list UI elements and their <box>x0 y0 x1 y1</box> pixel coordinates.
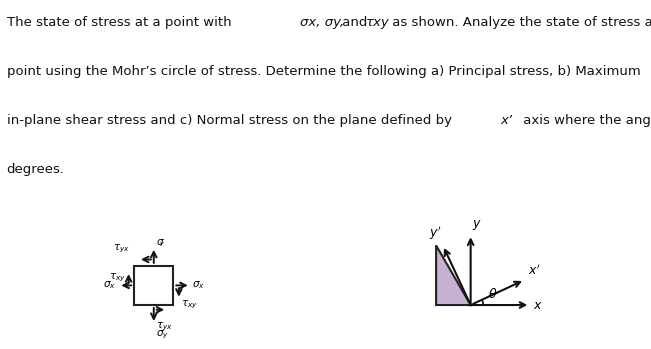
Text: $\theta$: $\theta$ <box>488 287 497 301</box>
Text: as shown. Analyze the state of stress at the: as shown. Analyze the state of stress at… <box>388 16 651 29</box>
Text: $\tau_{yx}$: $\tau_{yx}$ <box>156 321 173 333</box>
Text: $\sigma_x$: $\sigma_x$ <box>103 279 116 290</box>
Text: $x$: $x$ <box>533 298 544 312</box>
Text: $_y$: $_y$ <box>159 240 165 249</box>
Text: degrees.: degrees. <box>7 163 64 176</box>
Text: $\sigma_x$: $\sigma_x$ <box>192 279 205 290</box>
Text: $\sigma$: $\sigma$ <box>156 237 165 247</box>
Text: $y'$: $y'$ <box>428 224 441 242</box>
Text: and: and <box>339 16 372 29</box>
Bar <box>134 266 173 305</box>
Text: $y$: $y$ <box>472 218 482 232</box>
Text: point using the Mohr’s circle of stress. Determine the following a) Principal st: point using the Mohr’s circle of stress.… <box>7 65 641 78</box>
Text: $x'$: $x'$ <box>527 264 540 279</box>
Text: σx, σy,: σx, σy, <box>299 16 344 29</box>
Text: $\sigma_y$: $\sigma_y$ <box>156 329 169 341</box>
Text: in-plane shear stress and c) Normal stress on the plane defined by: in-plane shear stress and c) Normal stre… <box>7 114 456 127</box>
Text: axis where the angle is 25: axis where the angle is 25 <box>519 114 651 127</box>
Text: x’: x’ <box>500 114 512 127</box>
Text: $\tau_{xy}$: $\tau_{xy}$ <box>181 299 198 311</box>
Polygon shape <box>436 245 471 305</box>
Text: τxy: τxy <box>366 16 390 29</box>
Text: The state of stress at a point with: The state of stress at a point with <box>7 16 236 29</box>
Text: $\tau_{xy}$: $\tau_{xy}$ <box>109 272 126 284</box>
Text: $\tau_{yx}$: $\tau_{yx}$ <box>113 242 130 255</box>
